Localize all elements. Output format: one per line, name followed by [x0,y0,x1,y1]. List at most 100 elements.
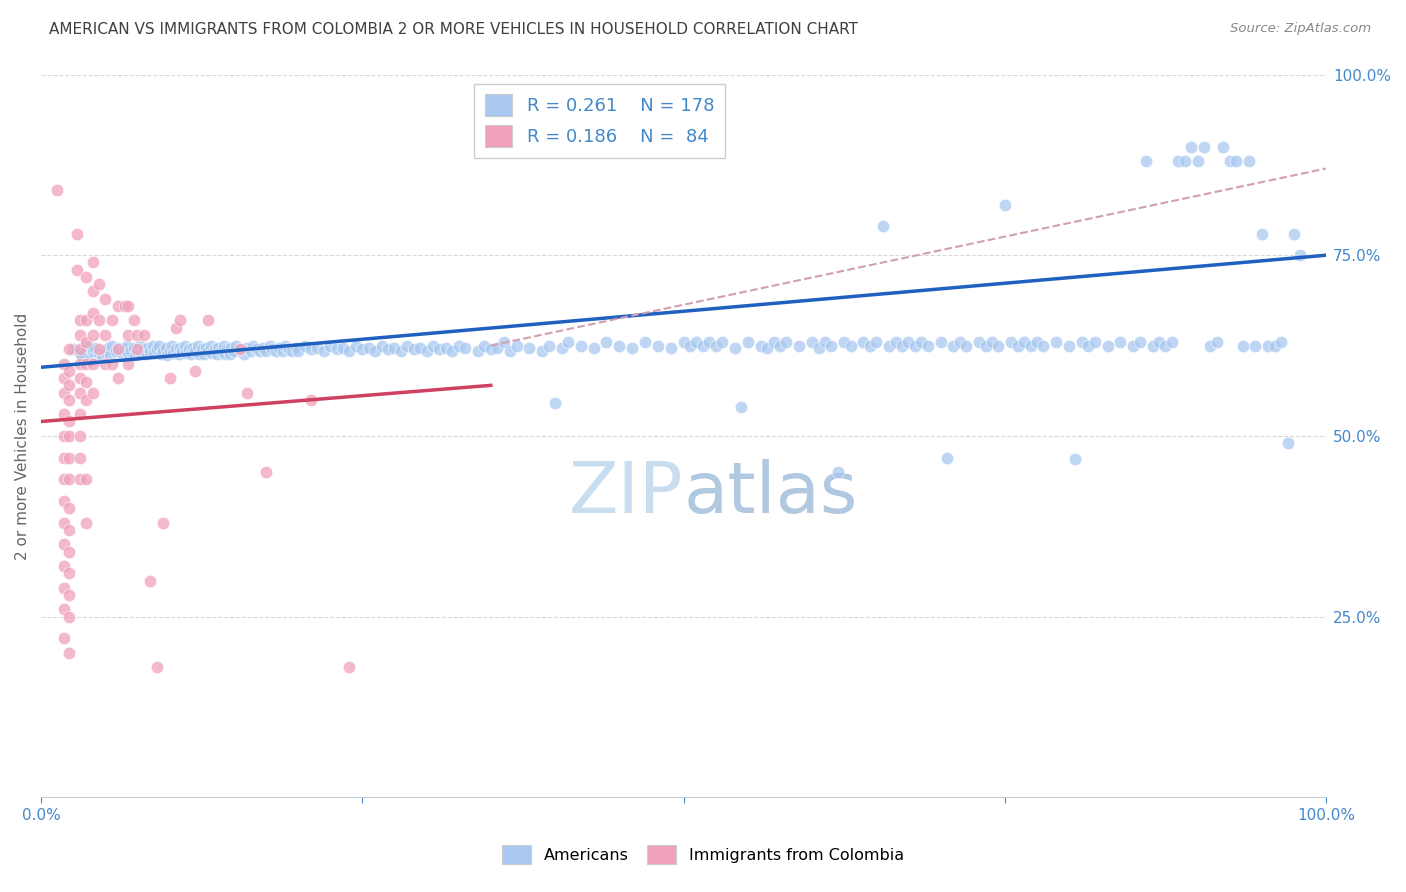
Point [69,407,91,421]
Point [235,385,257,400]
Point [262,342,284,356]
Point [82,327,104,342]
Point [79,353,101,368]
Point [58,501,80,516]
Point [711,334,734,349]
Point [204,342,226,356]
Point [325,342,347,356]
Point [58,646,80,660]
Point [1154,338,1177,352]
Point [145,660,167,674]
Point [132,342,155,356]
Point [1032,338,1054,352]
Point [176,346,198,360]
Point [53,559,76,574]
Point [967,334,990,349]
Point [155,341,177,355]
Point [75,269,97,284]
Point [82,306,104,320]
Point [149,346,172,360]
Point [184,364,207,378]
Point [75,338,97,352]
Point [724,341,747,355]
Point [82,385,104,400]
Point [1000,334,1022,349]
Point [1289,248,1312,262]
Point [974,338,997,352]
Point [319,338,342,352]
Point [214,346,236,360]
Point [884,334,907,349]
Point [1174,154,1197,169]
Point [557,334,579,349]
Point [429,342,451,356]
Point [53,516,76,530]
Point [53,357,76,371]
Point [852,334,875,349]
Point [114,299,136,313]
Point [249,343,271,358]
Point [70,350,93,364]
Point [69,450,91,465]
Point [384,341,406,355]
Point [69,472,91,486]
Point [87,277,110,292]
Point [1205,334,1227,349]
Point [312,343,335,358]
Point [66,262,89,277]
Point [897,334,920,349]
Point [537,338,560,352]
Point [1070,334,1092,349]
Point [104,343,127,358]
Point [45,183,67,197]
Point [160,339,183,353]
Point [75,516,97,530]
Point [332,341,354,355]
Point [832,334,855,349]
Point [550,341,572,355]
Point [769,338,792,352]
Point [1012,334,1035,349]
Point [69,429,91,443]
Point [422,338,444,352]
Point [1244,338,1267,352]
Point [58,566,80,581]
Point [69,385,91,400]
Point [190,342,212,356]
Point [136,341,159,355]
Point [148,338,170,352]
Point [101,338,124,352]
Point [827,465,849,479]
Point [389,343,412,358]
Point [1192,140,1215,154]
Point [132,327,155,342]
Point [252,341,274,355]
Point [1007,338,1029,352]
Point [1122,338,1144,352]
Point [101,357,124,371]
Text: AMERICAN VS IMMIGRANTS FROM COLOMBIA 2 OR MORE VEHICLES IN HOUSEHOLD CORRELATION: AMERICAN VS IMMIGRANTS FROM COLOMBIA 2 O… [49,22,858,37]
Point [299,342,322,356]
Point [145,342,167,356]
Point [94,327,117,342]
Point [165,320,187,334]
Point [156,348,179,362]
Point [180,346,202,360]
Point [264,343,287,358]
Point [159,343,181,358]
Point [152,516,174,530]
Point [492,334,515,349]
Point [165,342,187,356]
Point [97,341,120,355]
Point [53,385,76,400]
Point [474,338,496,352]
Point [1097,338,1119,352]
Point [254,343,277,358]
Point [531,343,554,358]
Point [402,342,425,356]
Point [1225,154,1247,169]
Point [499,343,522,358]
Point [685,334,707,349]
Point [801,334,824,349]
Point [486,341,509,355]
